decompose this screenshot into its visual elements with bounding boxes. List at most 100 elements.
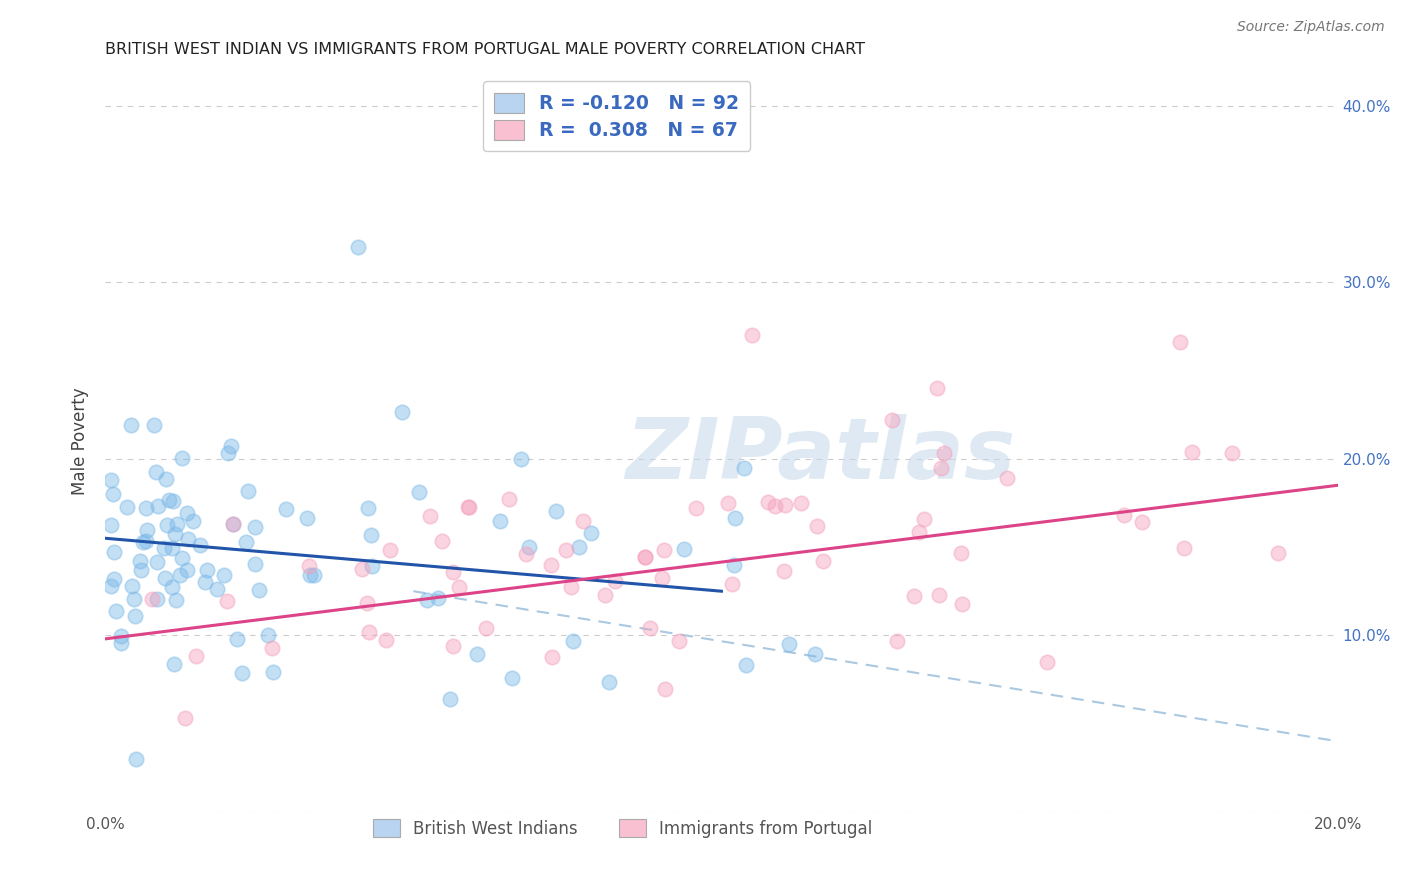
Point — [598, 675, 620, 690]
Point — [215, 594, 238, 608]
Point — [517, 540, 540, 554]
Point — [416, 593, 439, 607]
Point — [262, 665, 284, 679]
Point — [103, 545, 125, 559]
Point — [724, 510, 747, 524]
Point — [488, 514, 510, 528]
Point — [439, 691, 461, 706]
Point — [733, 461, 755, 475]
Point — [120, 418, 142, 433]
Point — [195, 563, 218, 577]
Point — [773, 498, 796, 512]
Point — [231, 665, 253, 680]
Point — [1220, 446, 1243, 460]
Point — [735, 658, 758, 673]
Point — [908, 525, 931, 540]
Point — [176, 533, 198, 547]
Point — [441, 639, 464, 653]
Point — [212, 567, 235, 582]
Point — [763, 500, 786, 514]
Text: Source: ZipAtlas.com: Source: ZipAtlas.com — [1237, 20, 1385, 34]
Point — [104, 605, 127, 619]
Point — [465, 647, 488, 661]
Point — [173, 711, 195, 725]
Point — [101, 486, 124, 500]
Point — [510, 452, 533, 467]
Point — [640, 621, 662, 635]
Point — [995, 471, 1018, 485]
Point — [950, 597, 973, 611]
Point — [375, 633, 398, 648]
Point — [236, 483, 259, 498]
Point — [142, 418, 165, 433]
Point — [949, 546, 972, 560]
Point — [912, 512, 935, 526]
Point — [128, 554, 150, 568]
Text: ZIPatlas: ZIPatlas — [624, 415, 1015, 498]
Point — [153, 541, 176, 556]
Point — [145, 465, 167, 479]
Point — [304, 567, 326, 582]
Point — [540, 558, 562, 572]
Point — [186, 648, 208, 663]
Point — [247, 582, 270, 597]
Point — [243, 520, 266, 534]
Point — [419, 509, 441, 524]
Point — [378, 542, 401, 557]
Point — [141, 592, 163, 607]
Point — [449, 580, 471, 594]
Point — [673, 541, 696, 556]
Point — [541, 649, 564, 664]
Point — [357, 624, 380, 639]
Point — [221, 517, 243, 532]
Point — [274, 501, 297, 516]
Point — [194, 575, 217, 590]
Point — [157, 492, 180, 507]
Point — [357, 501, 380, 516]
Point — [156, 517, 179, 532]
Point — [778, 637, 800, 651]
Point — [100, 474, 122, 488]
Point — [188, 538, 211, 552]
Legend: British West Indians, Immigrants from Portugal: British West Indians, Immigrants from Po… — [367, 813, 879, 845]
Point — [426, 591, 449, 606]
Point — [886, 633, 908, 648]
Point — [498, 491, 520, 506]
Point — [110, 629, 132, 643]
Point — [806, 519, 828, 533]
Point — [176, 563, 198, 577]
Text: BRITISH WEST INDIAN VS IMMIGRANTS FROM PORTUGAL MALE POVERTY CORRELATION CHART: BRITISH WEST INDIAN VS IMMIGRANTS FROM P… — [105, 42, 865, 57]
Point — [1168, 334, 1191, 349]
Point — [880, 413, 903, 427]
Point — [603, 574, 626, 588]
Point — [723, 558, 745, 572]
Point — [160, 541, 183, 555]
Point — [262, 640, 284, 655]
Point — [1114, 508, 1136, 522]
Point — [927, 381, 949, 395]
Point — [1036, 655, 1059, 669]
Point — [1181, 445, 1204, 459]
Point — [148, 499, 170, 513]
Point — [122, 591, 145, 606]
Point — [685, 500, 707, 515]
Point — [811, 554, 834, 568]
Point — [654, 681, 676, 696]
Point — [457, 500, 479, 514]
Point — [103, 572, 125, 586]
Point — [356, 596, 378, 610]
Point — [651, 571, 673, 585]
Point — [166, 517, 188, 532]
Point — [515, 547, 537, 561]
Point — [295, 510, 318, 524]
Point — [475, 621, 498, 635]
Point — [110, 635, 132, 649]
Point — [162, 494, 184, 508]
Y-axis label: Male Poverty: Male Poverty — [72, 387, 89, 495]
Point — [146, 555, 169, 569]
Point — [256, 628, 278, 642]
Point — [132, 535, 155, 549]
Point — [235, 534, 257, 549]
Point — [441, 565, 464, 579]
Point — [593, 588, 616, 602]
